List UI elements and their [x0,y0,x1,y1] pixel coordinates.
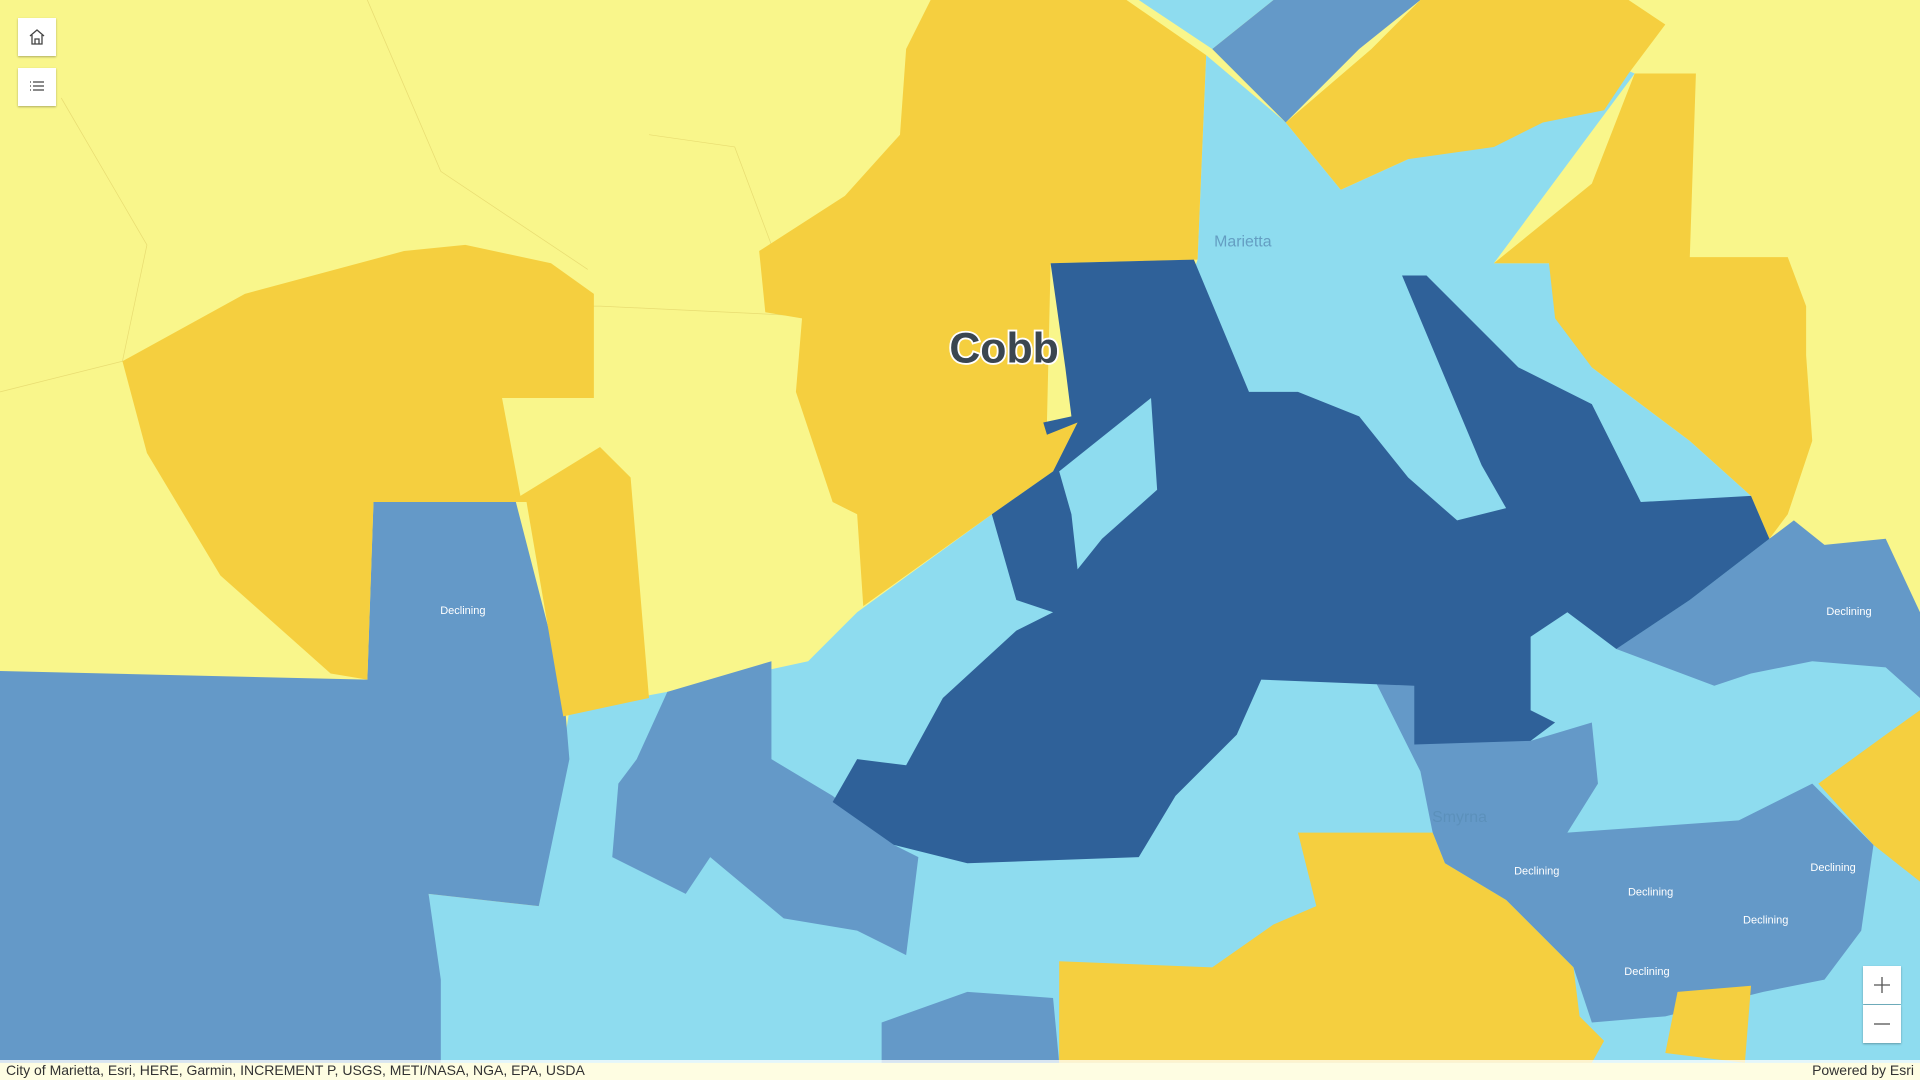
region-mid-blue [1365,655,1874,1023]
region-mid-blue [1212,0,1421,123]
home-icon [29,29,45,45]
place-label: Smyrna [1432,809,1487,826]
plus-icon [1874,977,1890,993]
region-mid-blue [881,991,1060,1063]
region-label: Declining [1624,966,1669,978]
region-gold [1818,710,1920,882]
region-label: Declining [1628,887,1673,899]
region-light-blue [1059,397,1158,570]
zoom-out-button[interactable] [1863,1005,1901,1043]
region-mid-blue [612,661,919,956]
layer-list-button[interactable] [18,68,56,106]
region-label: Declining [440,605,485,617]
minus-icon [1874,1023,1890,1025]
region-gold [759,0,1207,607]
zoom-in-button[interactable] [1863,966,1901,1004]
attribution-bar: City of Marietta, Esri, HERE, Garmin, IN… [0,1060,1920,1080]
region-light-blue [1138,0,1274,49]
region-gold [1059,832,1605,1063]
region-label: Declining [1514,866,1559,878]
region-label: Declining [1743,915,1788,927]
list-icon [30,81,44,91]
region-mid-blue [0,495,570,1063]
region-label: Declining [1826,606,1871,618]
county-label: Cobb [949,325,1058,373]
attribution[interactable]: City of Marietta, Esri, HERE, Garmin, IN… [6,1062,585,1078]
region-gold [1493,73,1813,539]
region-dark-blue [832,259,1770,864]
region-gold [1665,985,1752,1063]
place-label: Marietta [1214,234,1272,251]
region-gold [122,244,649,717]
region-gold [1285,0,1666,190]
home-button[interactable] [18,18,56,56]
powered-by[interactable]: Powered by Esri [1812,1062,1914,1078]
region-label: Declining [1810,862,1855,874]
region-mid-blue [1616,520,1920,698]
